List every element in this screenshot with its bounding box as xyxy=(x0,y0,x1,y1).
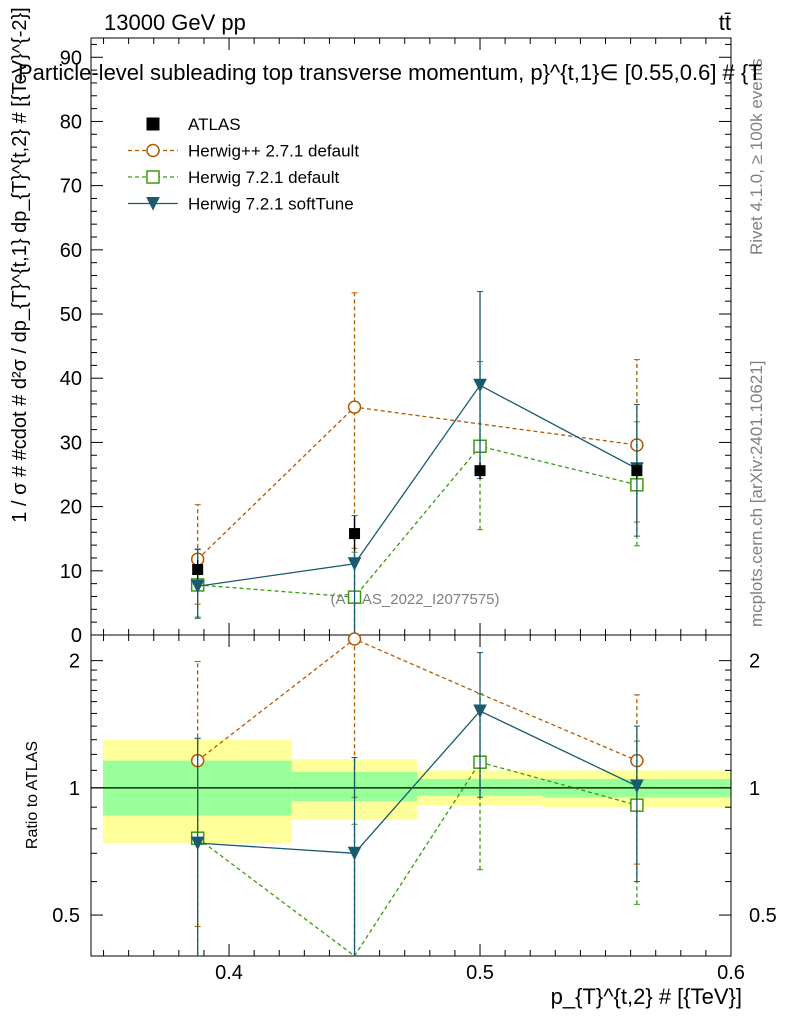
main-y-axis: 0 10 20 30 40 50 60 70 80 90 xyxy=(60,38,732,647)
x-tick-label: 0.4 xyxy=(215,962,243,984)
data-point xyxy=(474,465,486,477)
legend-marker xyxy=(146,117,160,131)
main-y-tick-label: 0 xyxy=(71,625,82,647)
series-line xyxy=(197,406,637,560)
mcplots-label: mcplots.cern.ch [arXiv:2401.10621] xyxy=(747,361,766,627)
data-point xyxy=(190,579,205,594)
main-y-tick-label: 70 xyxy=(60,176,82,198)
ratio-series-line xyxy=(197,638,638,762)
legend-marker xyxy=(146,143,160,158)
legend-label: Herwig 7.2.1 softTune xyxy=(188,195,354,214)
main-y-tick-label: 40 xyxy=(60,368,82,390)
ratio-y-tick-label: 2 xyxy=(69,651,80,673)
watermark: (ATLAS_2022_I2077575) xyxy=(330,591,499,608)
series-line xyxy=(197,445,638,598)
main-y-tick-label: 50 xyxy=(60,304,82,326)
main-series-layer xyxy=(190,291,644,635)
data-point xyxy=(631,465,643,477)
x-tick-label: 0.6 xyxy=(717,962,745,984)
process-label: tt̄ xyxy=(719,10,731,35)
legend-marker xyxy=(146,170,160,184)
main-y-tick-label: 30 xyxy=(60,432,82,454)
ratio-y-axis-label: Ratio to ATLAS xyxy=(24,741,41,849)
data-point xyxy=(349,528,361,540)
main-y-tick-label: 90 xyxy=(60,47,82,69)
legend-label: ATLAS xyxy=(188,115,241,134)
ratio-y-tick-label: 2 xyxy=(749,651,760,673)
main-y-tick-label: 20 xyxy=(60,497,82,519)
x-axis-label: p_{T}^{t,2} # [{TeV}] xyxy=(551,984,742,1009)
ratio-y-axis: 0.5 0.5 1 1 2 2 xyxy=(52,651,777,927)
ratio-series-line xyxy=(197,710,638,854)
main-y-axis-label: 1 / σ # #cdot # d²σ / dp_{T}^{t,1} dp_{T… xyxy=(9,7,31,522)
legend: ATLAS Herwig++ 2.7.1 default Herwig 7.2.1 … xyxy=(128,115,359,214)
rivet-label: Rivet 4.1.0, ≥ 100k events xyxy=(747,59,766,255)
x-axis: 0.4 0.5 0.6 xyxy=(103,635,745,984)
ratio-point xyxy=(347,632,362,646)
ratio-y-tick-label: 1 xyxy=(69,778,80,800)
ratio-y-tick-label: 0.5 xyxy=(52,905,80,927)
data-point xyxy=(347,400,362,414)
ratio-series-layer xyxy=(190,632,644,957)
ratio-point xyxy=(190,836,205,851)
main-y-tick-label: 80 xyxy=(60,111,82,133)
legend-label: Herwig++ 2.7.1 default xyxy=(188,142,359,161)
energy-label: 13000 GeV pp xyxy=(104,10,246,35)
ratio-panel: 0.5 0.5 1 1 2 2 0.4 0.5 0.6 Ratio to ATLAS p_{T… xyxy=(24,632,777,1009)
data-point xyxy=(192,564,204,576)
data-point xyxy=(473,378,487,393)
ratio-series-line xyxy=(197,761,638,957)
chart-title: Particle-level subleading top transverse… xyxy=(18,60,762,85)
ratio-y-tick-label: 1 xyxy=(749,778,760,800)
legend-label: Herwig 7.2.1 default xyxy=(188,168,339,187)
series-line xyxy=(197,384,638,587)
ratio-point xyxy=(630,779,644,794)
ratio-frame xyxy=(90,634,732,957)
data-point xyxy=(347,557,362,571)
legend-marker xyxy=(146,197,160,211)
ratio-point xyxy=(473,704,487,719)
ratio-y-tick-label: 0.5 xyxy=(749,905,777,927)
main-y-tick-label: 10 xyxy=(60,561,82,583)
ratio-point xyxy=(347,846,362,861)
x-tick-label: 0.5 xyxy=(466,962,494,984)
main-panel: 0 10 20 30 40 50 60 70 80 90 1 / σ # #cdot # d²σ … xyxy=(9,7,762,647)
main-y-tick-label: 60 xyxy=(60,240,82,262)
